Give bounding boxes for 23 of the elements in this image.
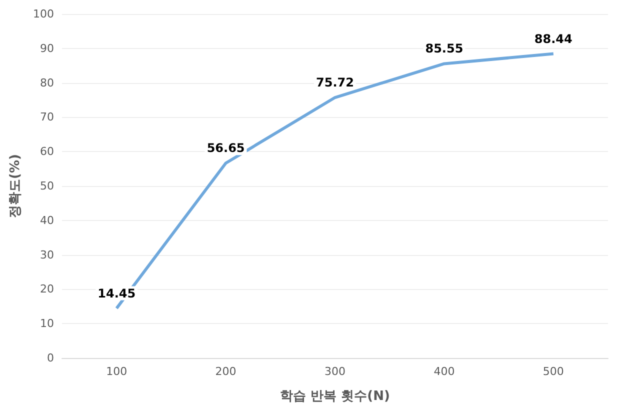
y-tick-label: 70 — [40, 110, 54, 124]
x-tick-label: 100 — [106, 365, 128, 378]
data-label: 88.44 — [534, 32, 572, 46]
x-tick-label: 200 — [215, 365, 236, 378]
y-tick-label: 10 — [40, 317, 54, 330]
data-label: 14.45 — [98, 286, 136, 300]
x-tick-label: 400 — [434, 365, 455, 378]
y-tick-label: 40 — [40, 214, 54, 227]
data-label: 85.55 — [425, 42, 464, 56]
y-tick-label: 100 — [33, 8, 54, 20]
data-label: 56.65 — [206, 141, 245, 156]
y-tick-label: 80 — [40, 76, 54, 90]
x-tick-label: 500 — [542, 365, 564, 378]
y-tick-label: 30 — [40, 248, 54, 262]
y-tick-label: 60 — [40, 145, 54, 158]
x-axis-title: 학습 반복 횟수(N) — [280, 389, 390, 404]
y-tick-label: 50 — [40, 180, 54, 192]
y-axis-title: 정확도(%) — [8, 154, 24, 218]
data-label: 75.72 — [316, 76, 354, 90]
y-tick-label: 0 — [47, 352, 54, 364]
x-tick-label: 300 — [324, 365, 346, 378]
y-tick-label: 90 — [40, 42, 54, 55]
y-tick-label: 20 — [40, 282, 54, 296]
